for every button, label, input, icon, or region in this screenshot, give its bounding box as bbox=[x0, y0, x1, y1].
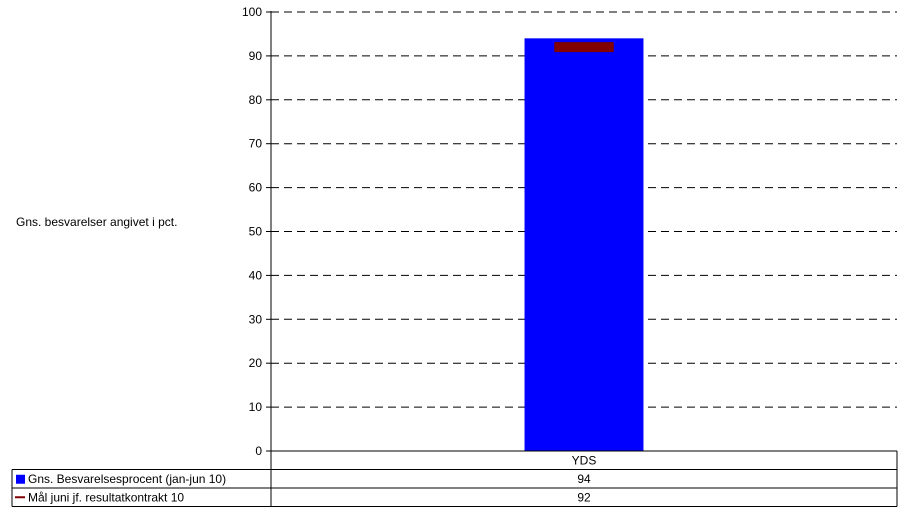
table-value: 92 bbox=[577, 490, 591, 504]
target-markers bbox=[554, 42, 614, 53]
legend-label: Mål juni jf. resultatkontrakt 10 bbox=[28, 490, 184, 504]
y-tick-label: 10 bbox=[249, 400, 263, 414]
legend-swatch-bar bbox=[16, 474, 25, 484]
x-tick-label: YDS bbox=[572, 453, 597, 467]
y-tick-label: 20 bbox=[249, 356, 263, 370]
y-tick-label: 60 bbox=[249, 181, 263, 195]
target-marker bbox=[554, 42, 614, 53]
y-tick-label: 0 bbox=[255, 444, 262, 458]
bar bbox=[524, 38, 644, 452]
y-tick-label: 80 bbox=[249, 93, 263, 107]
y-tick-labels: 0 10 20 30 40 50 60 70 80 90 100 bbox=[242, 5, 271, 458]
y-tick-label: 90 bbox=[249, 49, 263, 63]
y-tick-label: 70 bbox=[249, 137, 263, 151]
y-axis-label: Gns. besvarelser angivet i pct. bbox=[16, 215, 178, 229]
y-tick-label: 30 bbox=[249, 312, 263, 326]
data-table: YDS Gns. Besvarelsesprocent (jan-jun 10) 9… bbox=[11, 450, 898, 507]
bars bbox=[524, 38, 644, 452]
y-tick-label: 100 bbox=[242, 5, 262, 19]
table-value: 94 bbox=[577, 472, 591, 486]
y-tick-label: 40 bbox=[249, 268, 263, 282]
y-tick-label: 50 bbox=[249, 225, 263, 239]
legend-label: Gns. Besvarelsesprocent (jan-jun 10) bbox=[28, 472, 226, 486]
